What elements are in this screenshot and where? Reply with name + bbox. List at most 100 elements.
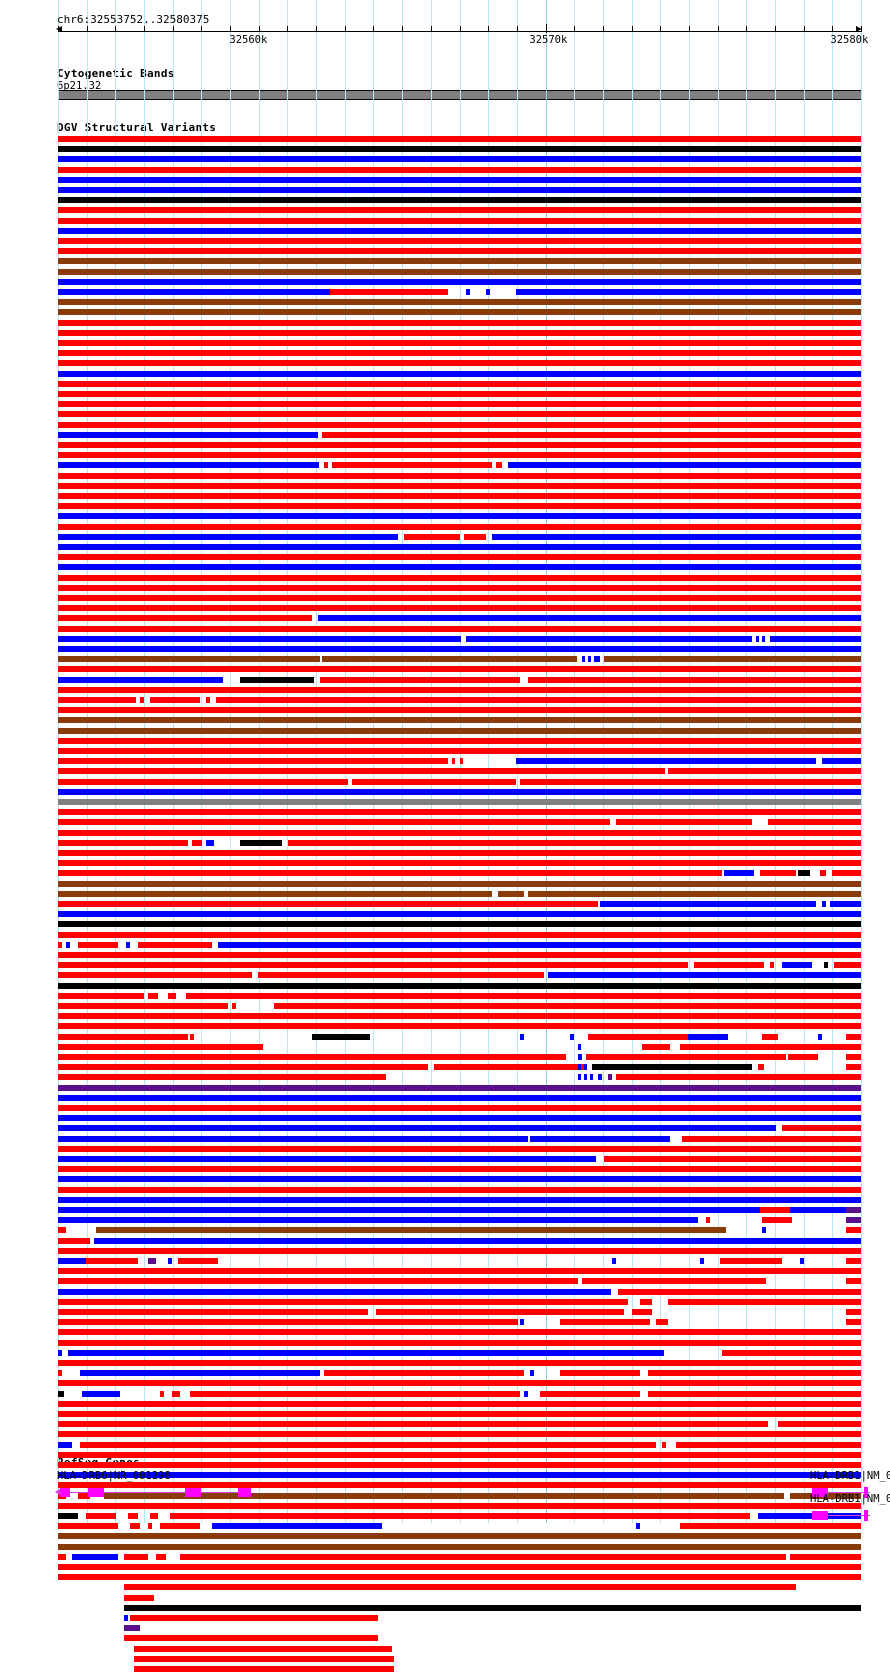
variant-segment[interactable] <box>788 1054 818 1060</box>
variant-segment[interactable] <box>58 1166 861 1172</box>
variant-segment[interactable] <box>604 1156 861 1162</box>
variant-segment[interactable] <box>488 1054 566 1060</box>
variant-segment[interactable] <box>130 1523 140 1529</box>
variant-segment[interactable] <box>96 1227 322 1233</box>
variant-row[interactable] <box>0 1391 890 1397</box>
variant-row[interactable] <box>0 1605 890 1611</box>
variant-row[interactable] <box>0 1380 890 1386</box>
variant-segment[interactable] <box>642 1044 670 1050</box>
variant-row[interactable] <box>0 1666 890 1672</box>
variant-row[interactable] <box>0 819 890 825</box>
variant-row[interactable] <box>0 1085 890 1091</box>
variant-segment[interactable] <box>94 1238 861 1244</box>
variant-row[interactable] <box>0 411 890 417</box>
variant-row[interactable] <box>0 666 890 672</box>
variant-segment[interactable] <box>58 136 861 142</box>
variant-segment[interactable] <box>768 819 861 825</box>
variant-segment[interactable] <box>58 1574 861 1580</box>
variant-segment[interactable] <box>58 432 318 438</box>
variant-segment[interactable] <box>846 1258 861 1264</box>
variant-row[interactable] <box>0 207 890 213</box>
variant-segment[interactable] <box>560 1370 640 1376</box>
refseq-gene-track[interactable]: HLA-DRB6|NR_001298 HLA-DRB1|NM_0 HLA-DRB1|… <box>0 0 890 1523</box>
variant-segment[interactable] <box>58 1370 62 1376</box>
variant-segment[interactable] <box>820 870 826 876</box>
variant-segment[interactable] <box>206 840 214 846</box>
variant-segment[interactable] <box>274 1003 861 1009</box>
variant-segment[interactable] <box>520 1034 524 1040</box>
variant-segment[interactable] <box>124 1584 796 1590</box>
variant-segment[interactable] <box>58 728 861 734</box>
variant-segment[interactable] <box>846 1227 861 1233</box>
variant-segment[interactable] <box>586 1054 786 1060</box>
variant-row[interactable] <box>0 1554 890 1560</box>
variant-segment[interactable] <box>404 534 460 540</box>
variant-segment[interactable] <box>58 1554 66 1560</box>
variant-segment[interactable] <box>58 656 320 662</box>
variant-segment[interactable] <box>584 1064 587 1070</box>
variant-segment[interactable] <box>498 891 524 897</box>
variant-row[interactable] <box>0 1003 890 1009</box>
variant-segment[interactable] <box>58 1146 861 1152</box>
variant-row[interactable] <box>0 891 890 897</box>
variant-segment[interactable] <box>578 1064 581 1070</box>
variant-segment[interactable] <box>616 1074 861 1080</box>
variant-segment[interactable] <box>58 1513 78 1519</box>
variant-segment[interactable] <box>58 371 861 377</box>
variant-segment[interactable] <box>668 768 861 774</box>
variant-segment[interactable] <box>150 697 200 703</box>
variant-row[interactable] <box>0 320 890 326</box>
variant-segment[interactable] <box>186 993 861 999</box>
variant-segment[interactable] <box>80 1370 320 1376</box>
variant-row[interactable] <box>0 860 890 866</box>
variant-segment[interactable] <box>58 1462 861 1468</box>
variant-segment[interactable] <box>560 1319 650 1325</box>
variant-row[interactable] <box>0 738 890 744</box>
variant-segment[interactable] <box>178 1258 218 1264</box>
variant-segment[interactable] <box>720 1258 782 1264</box>
variant-segment[interactable] <box>58 228 861 234</box>
variant-segment[interactable] <box>58 1503 861 1509</box>
variant-segment[interactable] <box>722 1227 726 1233</box>
variant-segment[interactable] <box>58 1156 596 1162</box>
variant-row[interactable] <box>0 554 890 560</box>
variant-segment[interactable] <box>758 1513 861 1519</box>
gene-exon[interactable] <box>812 1511 828 1520</box>
variant-segment[interactable] <box>58 819 610 825</box>
variant-row[interactable] <box>0 309 890 315</box>
variant-row[interactable] <box>0 228 890 234</box>
variant-row[interactable] <box>0 432 890 438</box>
variant-segment[interactable] <box>192 840 202 846</box>
variant-segment[interactable] <box>762 636 765 642</box>
variant-segment[interactable] <box>58 544 861 550</box>
variant-segment[interactable] <box>58 177 861 183</box>
variant-row[interactable] <box>0 1299 890 1305</box>
variant-segment[interactable] <box>846 1309 861 1315</box>
variant-segment[interactable] <box>138 942 212 948</box>
variant-segment[interactable] <box>58 1340 861 1346</box>
variant-row[interactable] <box>0 595 890 601</box>
variant-segment[interactable] <box>58 666 861 672</box>
variant-segment[interactable] <box>58 850 861 856</box>
variant-segment[interactable] <box>58 442 861 448</box>
variant-segment[interactable] <box>160 1523 200 1529</box>
variant-segment[interactable] <box>58 1197 861 1203</box>
variant-segment[interactable] <box>58 1401 861 1407</box>
variant-segment[interactable] <box>832 870 861 876</box>
variant-segment[interactable] <box>58 289 330 295</box>
variant-segment[interactable] <box>58 1431 861 1437</box>
variant-segment[interactable] <box>58 1442 72 1448</box>
variant-segment[interactable] <box>58 187 861 193</box>
variant-segment[interactable] <box>212 1523 382 1529</box>
gene-exon[interactable] <box>88 1488 104 1497</box>
variant-segment[interactable] <box>58 1309 368 1315</box>
gene-exon[interactable] <box>60 1488 70 1497</box>
variant-row[interactable] <box>0 911 890 917</box>
variant-row[interactable] <box>0 921 890 927</box>
variant-segment[interactable] <box>540 1391 640 1397</box>
variant-segment[interactable] <box>58 1064 428 1070</box>
variant-row[interactable] <box>0 1360 890 1366</box>
variant-segment[interactable] <box>706 1217 710 1223</box>
variant-segment[interactable] <box>676 1442 861 1448</box>
variant-row[interactable] <box>0 1146 890 1152</box>
